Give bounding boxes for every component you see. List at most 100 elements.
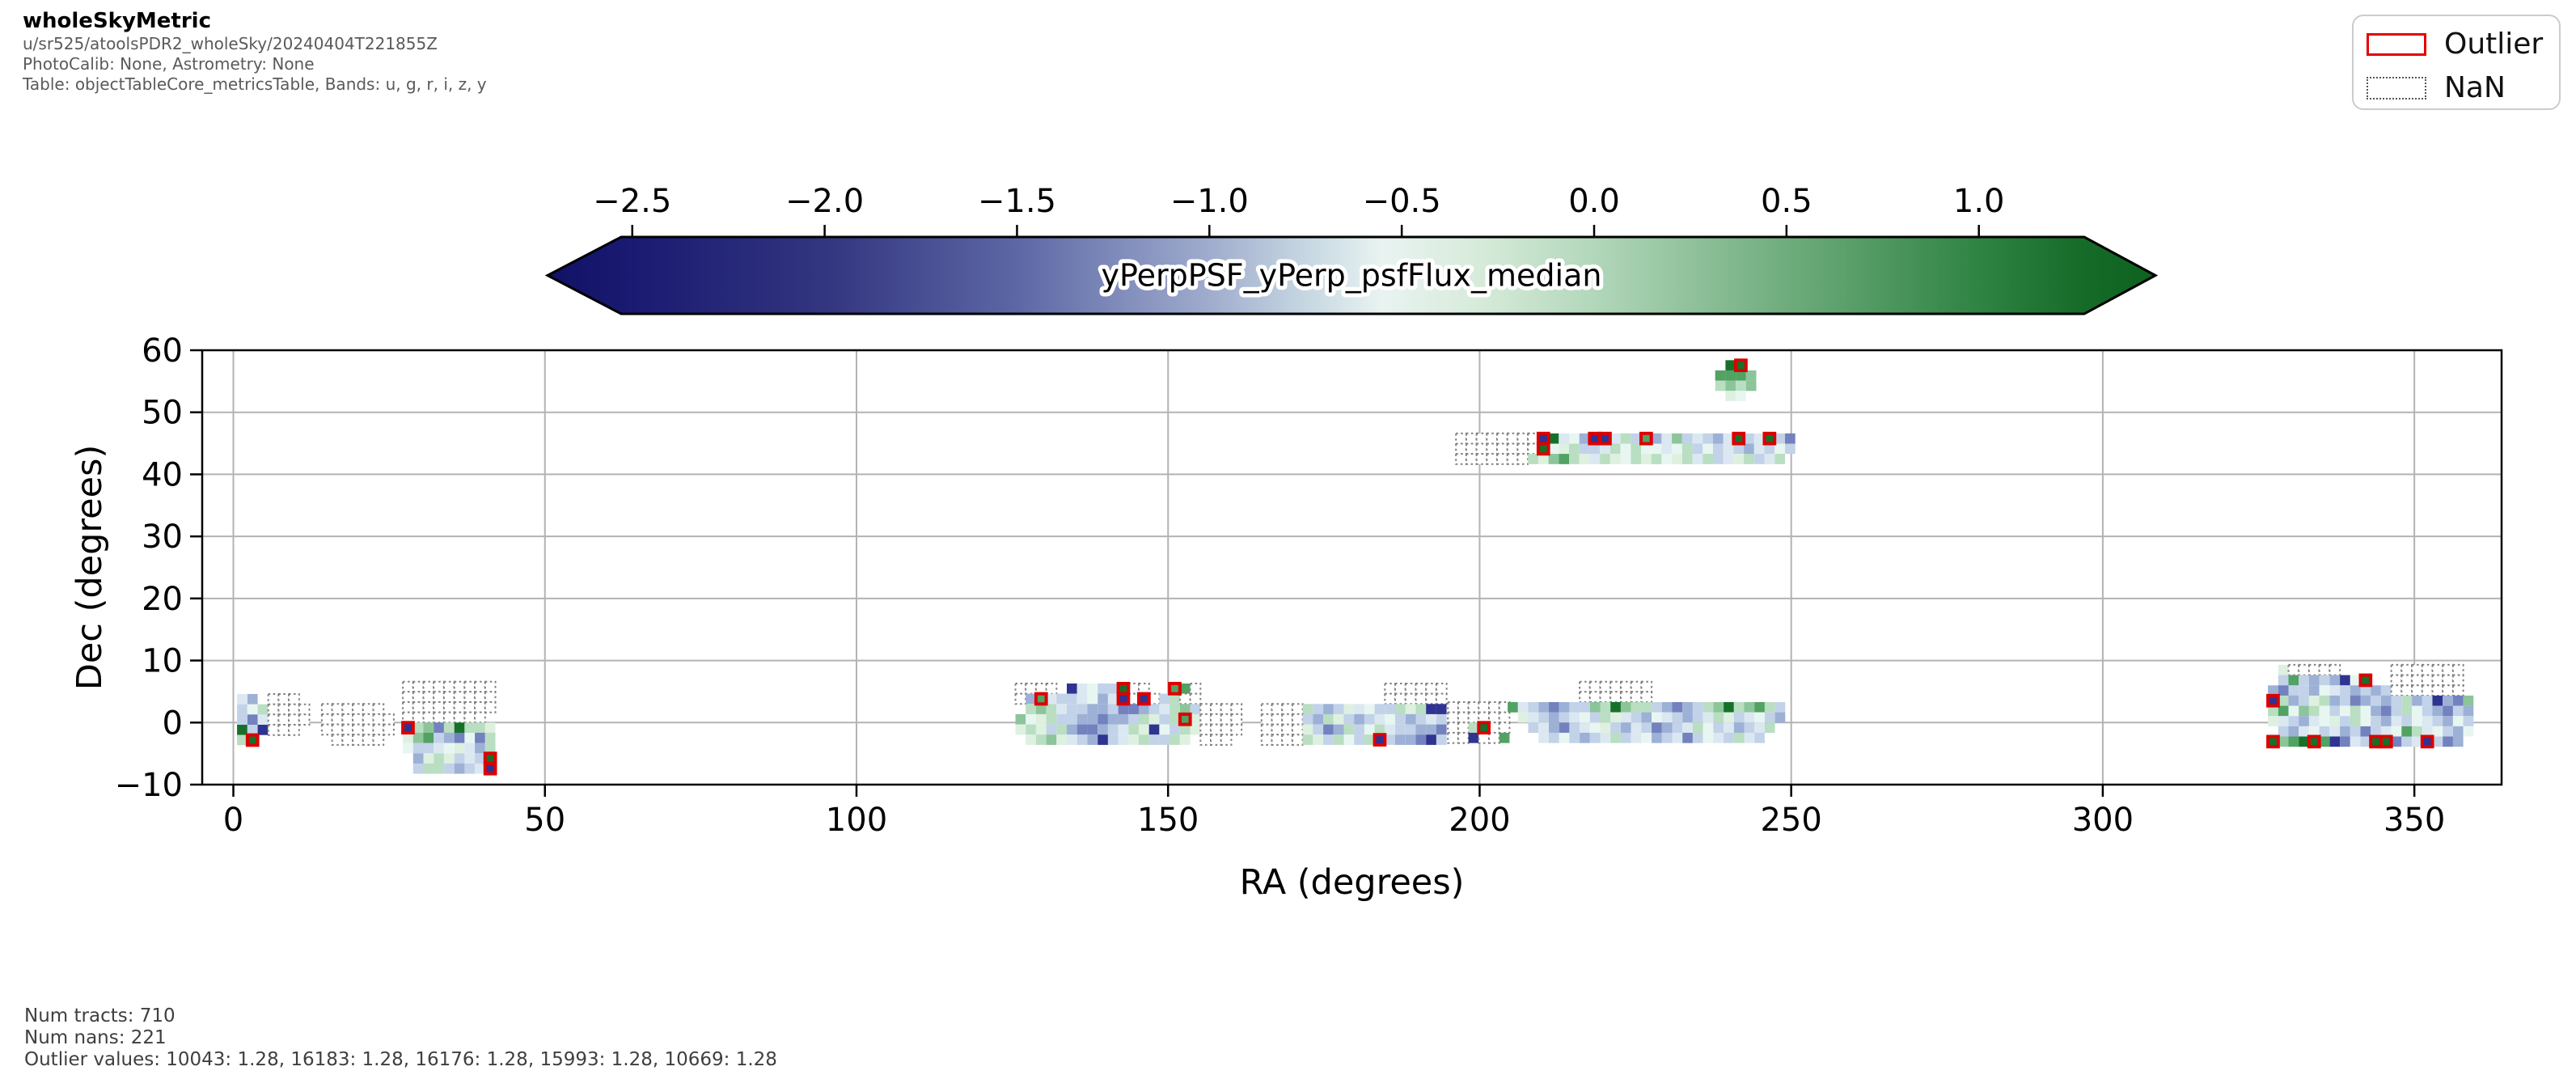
- tract-cell: [1323, 734, 1334, 745]
- tract-cell: [1754, 722, 1765, 733]
- tract-cell: [1046, 734, 1057, 745]
- tract-cell: [1631, 702, 1642, 713]
- tract-cell: [1077, 713, 1088, 725]
- tract-cell: [2401, 716, 2412, 726]
- tract-cell: [2391, 705, 2402, 717]
- nan-cell: [453, 701, 466, 713]
- tract-cell: [1333, 704, 1344, 714]
- tract-cell: [237, 725, 247, 735]
- tract-cell: [1405, 713, 1416, 725]
- tract-cell: [1713, 712, 1724, 723]
- nan-cell: [1467, 701, 1480, 713]
- tract-cell: [2452, 736, 2464, 747]
- tract-cell: [484, 732, 496, 743]
- tract-cell: [2288, 726, 2299, 737]
- nan-cell: [267, 724, 280, 736]
- nan-cell: [463, 691, 476, 703]
- tract-cell: [1621, 732, 1631, 743]
- tract-cell: [1580, 702, 1590, 713]
- tract-cell: [1774, 702, 1786, 713]
- nan-cell: [2400, 674, 2413, 687]
- tract-cell: [1333, 713, 1344, 725]
- tract-cell: [1600, 702, 1611, 713]
- tract-cell: [1569, 443, 1580, 455]
- nan-cell: [1260, 734, 1273, 746]
- num-nans-label: Num nans: 221: [24, 1027, 167, 1048]
- tract-cell: [2308, 695, 2320, 706]
- tract-cell: [1374, 713, 1385, 725]
- nan-cell: [2390, 663, 2403, 676]
- tract-cell: [423, 743, 434, 754]
- tract-cell: [1733, 732, 1745, 743]
- colorbar-tick-label: 0.0: [1568, 183, 1620, 220]
- tract-cell: [1631, 732, 1642, 743]
- tract-cell: [2371, 705, 2381, 717]
- tract-cell: [2340, 695, 2350, 706]
- tract-cell: [1415, 713, 1427, 725]
- tract-cell: [2452, 705, 2464, 717]
- tract-cell: [412, 743, 424, 754]
- tract-cell: [1087, 704, 1098, 714]
- tract-cell: [1661, 722, 1673, 733]
- nan-cell: [352, 734, 364, 746]
- nan-cell: [1599, 691, 1612, 703]
- nan-cell: [1498, 722, 1511, 734]
- tract-cell: [1087, 713, 1098, 725]
- nan-cell: [433, 701, 445, 713]
- tract-cell: [1374, 724, 1385, 735]
- tract-cell: [1569, 722, 1580, 733]
- nan-cell: [1220, 713, 1233, 726]
- nan-cell: [267, 713, 280, 726]
- tract-cell: [1528, 454, 1538, 464]
- nan-cell: [1281, 713, 1293, 726]
- nan-cell: [1506, 432, 1519, 445]
- tract-cell: [412, 763, 424, 774]
- nan-cell: [288, 724, 300, 736]
- tract-cell: [1077, 704, 1088, 714]
- nan-cell: [1199, 703, 1212, 715]
- tract-cell: [1426, 724, 1436, 735]
- tract-cell: [1517, 712, 1529, 723]
- tract-cell: [1580, 722, 1590, 733]
- colorbar-tick-label: −2.0: [785, 183, 864, 220]
- nan-cell: [2287, 663, 2300, 676]
- nan-cell: [1281, 734, 1293, 746]
- tract-cell: [1559, 454, 1569, 464]
- tract-cell: [443, 743, 455, 754]
- nan-cell: [1199, 734, 1212, 746]
- nan-cell: [442, 680, 455, 693]
- tract-cell: [1631, 712, 1642, 723]
- tract-cell: [257, 704, 269, 715]
- nan-cell: [372, 723, 385, 736]
- tract-cell: [2391, 716, 2402, 726]
- tract-cell: [2340, 685, 2350, 696]
- tract-cell: [1026, 693, 1036, 705]
- tract-cell: [2319, 736, 2330, 747]
- nan-cell: [1230, 713, 1243, 726]
- nan-cell: [412, 691, 425, 703]
- tract-cell: [1661, 433, 1673, 444]
- nan-cell: [2442, 684, 2454, 696]
- nan-cell: [1475, 442, 1488, 455]
- nan-cell: [2421, 684, 2434, 696]
- page-title: wholeSkyMetric: [23, 9, 211, 33]
- tract-cell: [1723, 454, 1734, 464]
- tract-cell: [1569, 702, 1580, 713]
- tract-cell: [1600, 732, 1611, 743]
- outlier-cell: [2266, 734, 2280, 749]
- tract-cell: [1744, 712, 1755, 723]
- outlier-cell: [1168, 682, 1182, 696]
- tract-cell: [2308, 726, 2320, 737]
- nan-cell: [1455, 442, 1467, 455]
- tract-cell: [2268, 705, 2278, 717]
- tract-cell: [2432, 695, 2443, 706]
- tract-cell: [1170, 713, 1180, 725]
- tract-cell: [2299, 675, 2309, 686]
- tract-cell: [2329, 695, 2341, 706]
- nan-cell: [1291, 734, 1304, 746]
- nan-cell: [1210, 723, 1222, 736]
- nan-cell: [1199, 723, 1212, 736]
- tract-cell: [1087, 693, 1098, 705]
- tract-cell: [1569, 712, 1580, 723]
- tract-cell: [1087, 684, 1098, 694]
